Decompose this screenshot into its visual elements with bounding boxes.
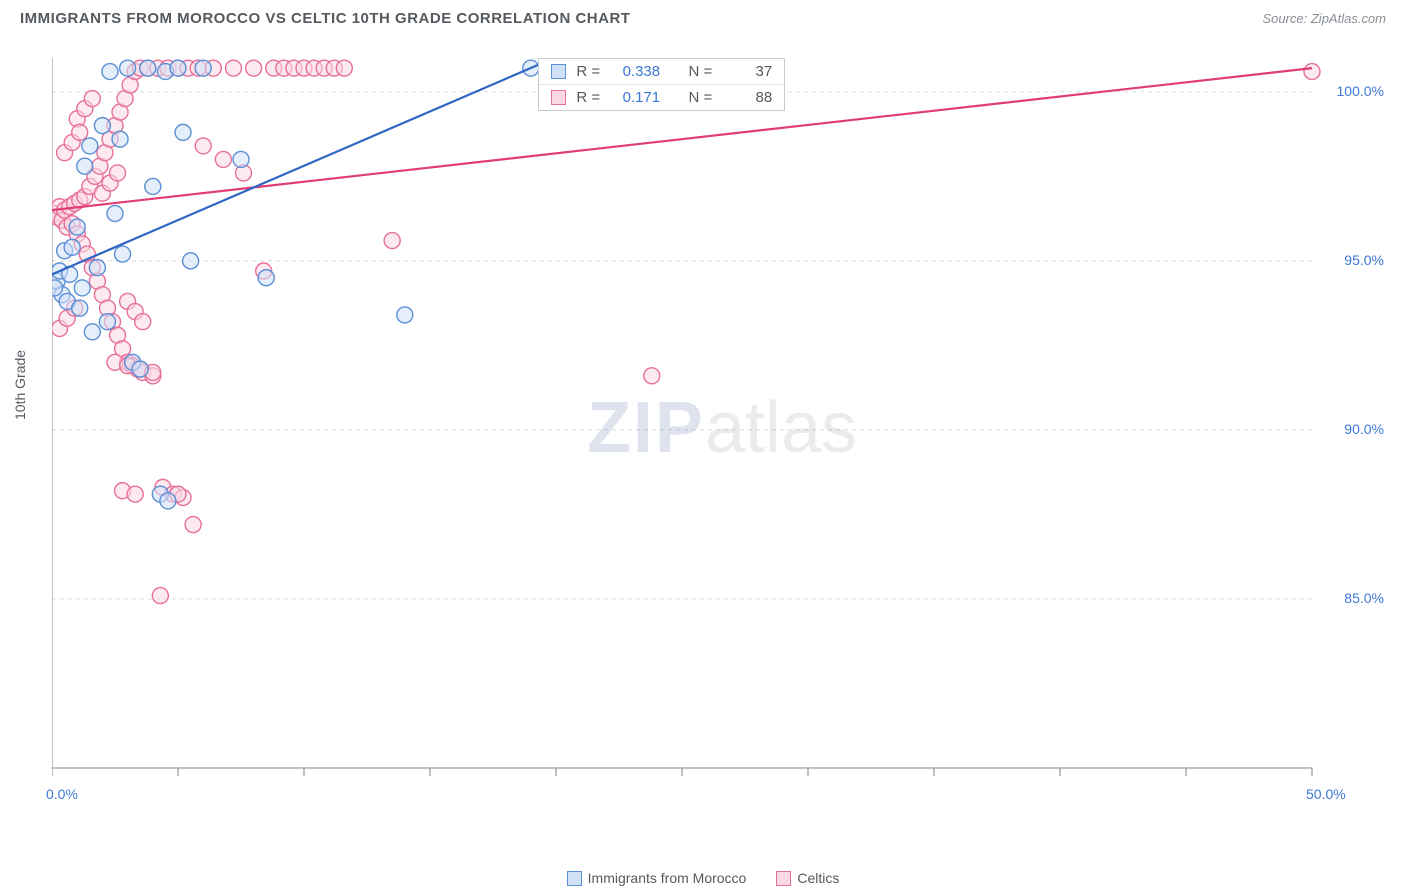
swatch-icon <box>551 90 566 105</box>
chart-area: ZIPatlas R = 0.338 N = 37 R = 0.171 N = … <box>52 48 1392 808</box>
legend-item-celtics: Celtics <box>776 870 839 886</box>
corr-row-morocco: R = 0.338 N = 37 <box>539 59 784 84</box>
bottom-legend: Immigrants from Morocco Celtics <box>0 870 1406 886</box>
legend-label: Celtics <box>797 870 839 886</box>
x-tick-label: 0.0% <box>46 786 78 802</box>
swatch-icon <box>551 64 566 79</box>
legend-label: Immigrants from Morocco <box>588 870 747 886</box>
y-tick-label: 85.0% <box>1344 590 1384 606</box>
swatch-icon <box>567 871 582 886</box>
x-tick-label: 50.0% <box>1306 786 1346 802</box>
y-tick-label: 90.0% <box>1344 421 1384 437</box>
scatter-plot <box>52 48 1392 808</box>
corr-row-celtics: R = 0.171 N = 88 <box>539 84 784 110</box>
source-label: Source: ZipAtlas.com <box>1262 11 1386 26</box>
y-tick-label: 95.0% <box>1344 252 1384 268</box>
y-axis-label: 10th Grade <box>12 350 28 420</box>
correlation-box: R = 0.338 N = 37 R = 0.171 N = 88 <box>538 58 785 111</box>
swatch-icon <box>776 871 791 886</box>
chart-title: IMMIGRANTS FROM MOROCCO VS CELTIC 10TH G… <box>20 10 630 27</box>
y-tick-label: 100.0% <box>1337 83 1384 99</box>
legend-item-morocco: Immigrants from Morocco <box>567 870 747 886</box>
